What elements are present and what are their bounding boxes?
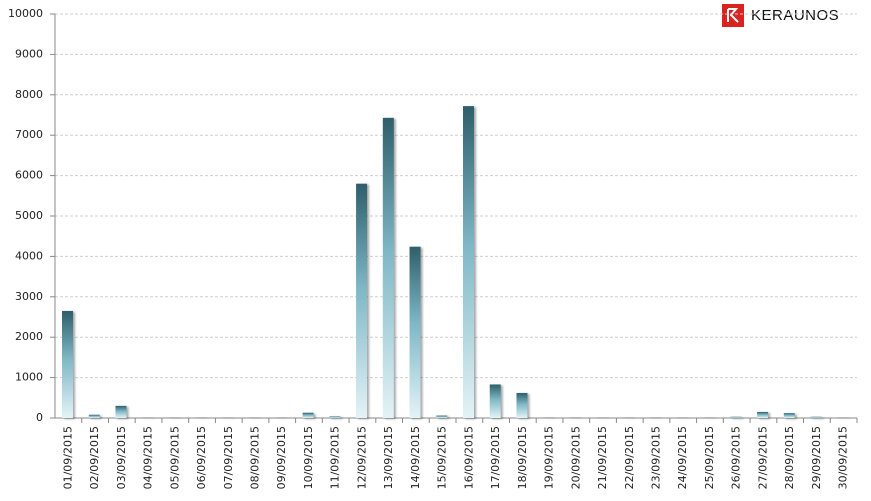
bar — [757, 411, 769, 418]
bar — [356, 183, 368, 418]
x-tick-label: 01/09/2015 — [61, 426, 74, 489]
x-tick-label: 29/09/2015 — [810, 426, 823, 489]
x-tick-label: 16/09/2015 — [462, 426, 475, 489]
x-tick-label: 07/09/2015 — [222, 426, 235, 489]
y-tick-label: 3000 — [15, 290, 43, 303]
y-tick-label: 10000 — [8, 7, 43, 20]
y-tick-label: 5000 — [15, 209, 43, 222]
x-tick-label: 10/09/2015 — [302, 426, 315, 489]
bar — [382, 117, 394, 418]
y-tick-label: 6000 — [15, 169, 43, 182]
y-tick-label: 1000 — [15, 371, 43, 384]
bar — [810, 416, 822, 418]
brand-name: KERAUNOS — [751, 7, 839, 24]
x-tick-label: 03/09/2015 — [115, 426, 128, 489]
bar — [329, 416, 341, 418]
bar — [62, 310, 73, 418]
x-tick-label: 23/09/2015 — [650, 426, 663, 489]
bar — [516, 392, 528, 418]
x-tick-label: 22/09/2015 — [623, 426, 636, 489]
x-tick-label: 08/09/2015 — [249, 426, 262, 489]
x-tick-label: 15/09/2015 — [436, 426, 449, 489]
y-tick-label: 4000 — [15, 249, 43, 262]
bar — [730, 416, 742, 418]
x-tick-label: 27/09/2015 — [756, 426, 769, 489]
logo-icon — [722, 4, 744, 27]
bar — [88, 414, 100, 418]
y-tick-label: 9000 — [15, 47, 43, 60]
x-tick-label: 18/09/2015 — [516, 426, 529, 489]
y-tick-label: 8000 — [15, 88, 43, 101]
bar — [115, 405, 127, 418]
x-tick-label: 17/09/2015 — [489, 426, 502, 489]
bar — [463, 106, 474, 418]
x-tick-label: 30/09/2015 — [837, 426, 850, 489]
x-tick-label: 19/09/2015 — [543, 426, 556, 489]
x-tick-label: 09/09/2015 — [275, 426, 288, 489]
x-tick-label: 20/09/2015 — [569, 426, 582, 489]
x-tick-label: 14/09/2015 — [409, 426, 422, 489]
logo: KERAUNOS — [722, 4, 839, 27]
x-tick-label: 21/09/2015 — [596, 426, 609, 489]
x-tick-label: 06/09/2015 — [195, 426, 208, 489]
x-tick-label: 11/09/2015 — [329, 426, 342, 489]
logo-glyph — [727, 8, 739, 23]
y-tick-label: 0 — [36, 411, 43, 424]
x-tick-label: 04/09/2015 — [142, 426, 155, 489]
x-tick-label: 26/09/2015 — [730, 426, 743, 489]
bar — [302, 412, 314, 418]
x-tick-label: 02/09/2015 — [88, 426, 101, 489]
y-tick-label: 7000 — [15, 128, 43, 141]
bar — [436, 415, 448, 418]
x-tick-label: 12/09/2015 — [355, 426, 368, 489]
x-tick-label: 28/09/2015 — [783, 426, 796, 489]
bar — [783, 413, 795, 418]
y-tick-label: 2000 — [15, 330, 43, 343]
x-tick-label: 25/09/2015 — [703, 426, 716, 489]
bar — [489, 384, 501, 418]
x-tick-label: 13/09/2015 — [382, 426, 395, 489]
x-tick-label: 24/09/2015 — [676, 426, 689, 489]
bar — [409, 246, 421, 418]
x-tick-label: 05/09/2015 — [168, 426, 181, 489]
